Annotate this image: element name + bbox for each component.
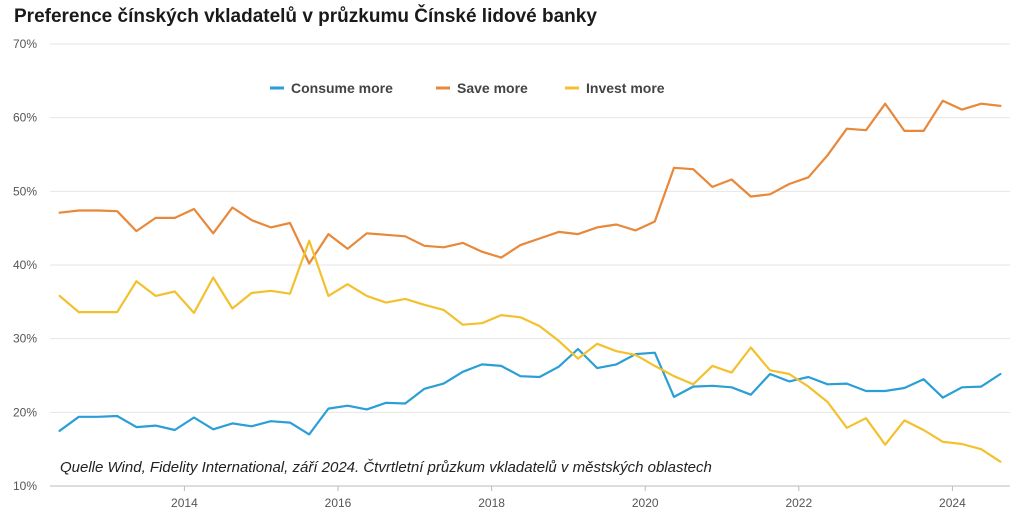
- legend-label-consume-more: Consume more: [291, 80, 393, 96]
- grid-lines: [50, 43, 1010, 413]
- y-tick-label: 70%: [13, 37, 37, 51]
- x-tick-label: 2020: [632, 496, 659, 510]
- x-tick-label: 2024: [939, 496, 966, 510]
- y-tick-label: 50%: [13, 184, 37, 198]
- x-axis-ticks: 2014 2016 2018 2020 2022 2024: [171, 486, 966, 510]
- x-tick-label: 2022: [785, 496, 812, 510]
- source-note: Quelle Wind, Fidelity International, zář…: [60, 459, 712, 476]
- y-tick-label: 40%: [13, 258, 37, 272]
- series-line-consume-more: [58, 347, 1002, 436]
- series-line-save-more: [58, 99, 1002, 265]
- y-tick-label: 20%: [13, 405, 37, 419]
- chart-title: Preference čínských vkladatelů v průzkum…: [14, 6, 597, 27]
- y-tick-label: 10%: [13, 479, 37, 493]
- series-line-invest-more: [58, 239, 1002, 463]
- legend-label-invest-more: Invest more: [586, 80, 665, 96]
- x-tick-label: 2018: [478, 496, 505, 510]
- series-group: [58, 99, 1002, 463]
- y-tick-label: 60%: [13, 111, 37, 125]
- legend-label-save-more: Save more: [457, 80, 528, 96]
- x-tick-label: 2014: [171, 496, 198, 510]
- legend: Consume more Save more Invest more: [270, 80, 665, 96]
- x-tick-label: 2016: [325, 496, 352, 510]
- y-axis-ticks: 10% 20% 30% 40% 50% 60% 70%: [13, 37, 37, 493]
- y-tick-label: 30%: [13, 332, 37, 346]
